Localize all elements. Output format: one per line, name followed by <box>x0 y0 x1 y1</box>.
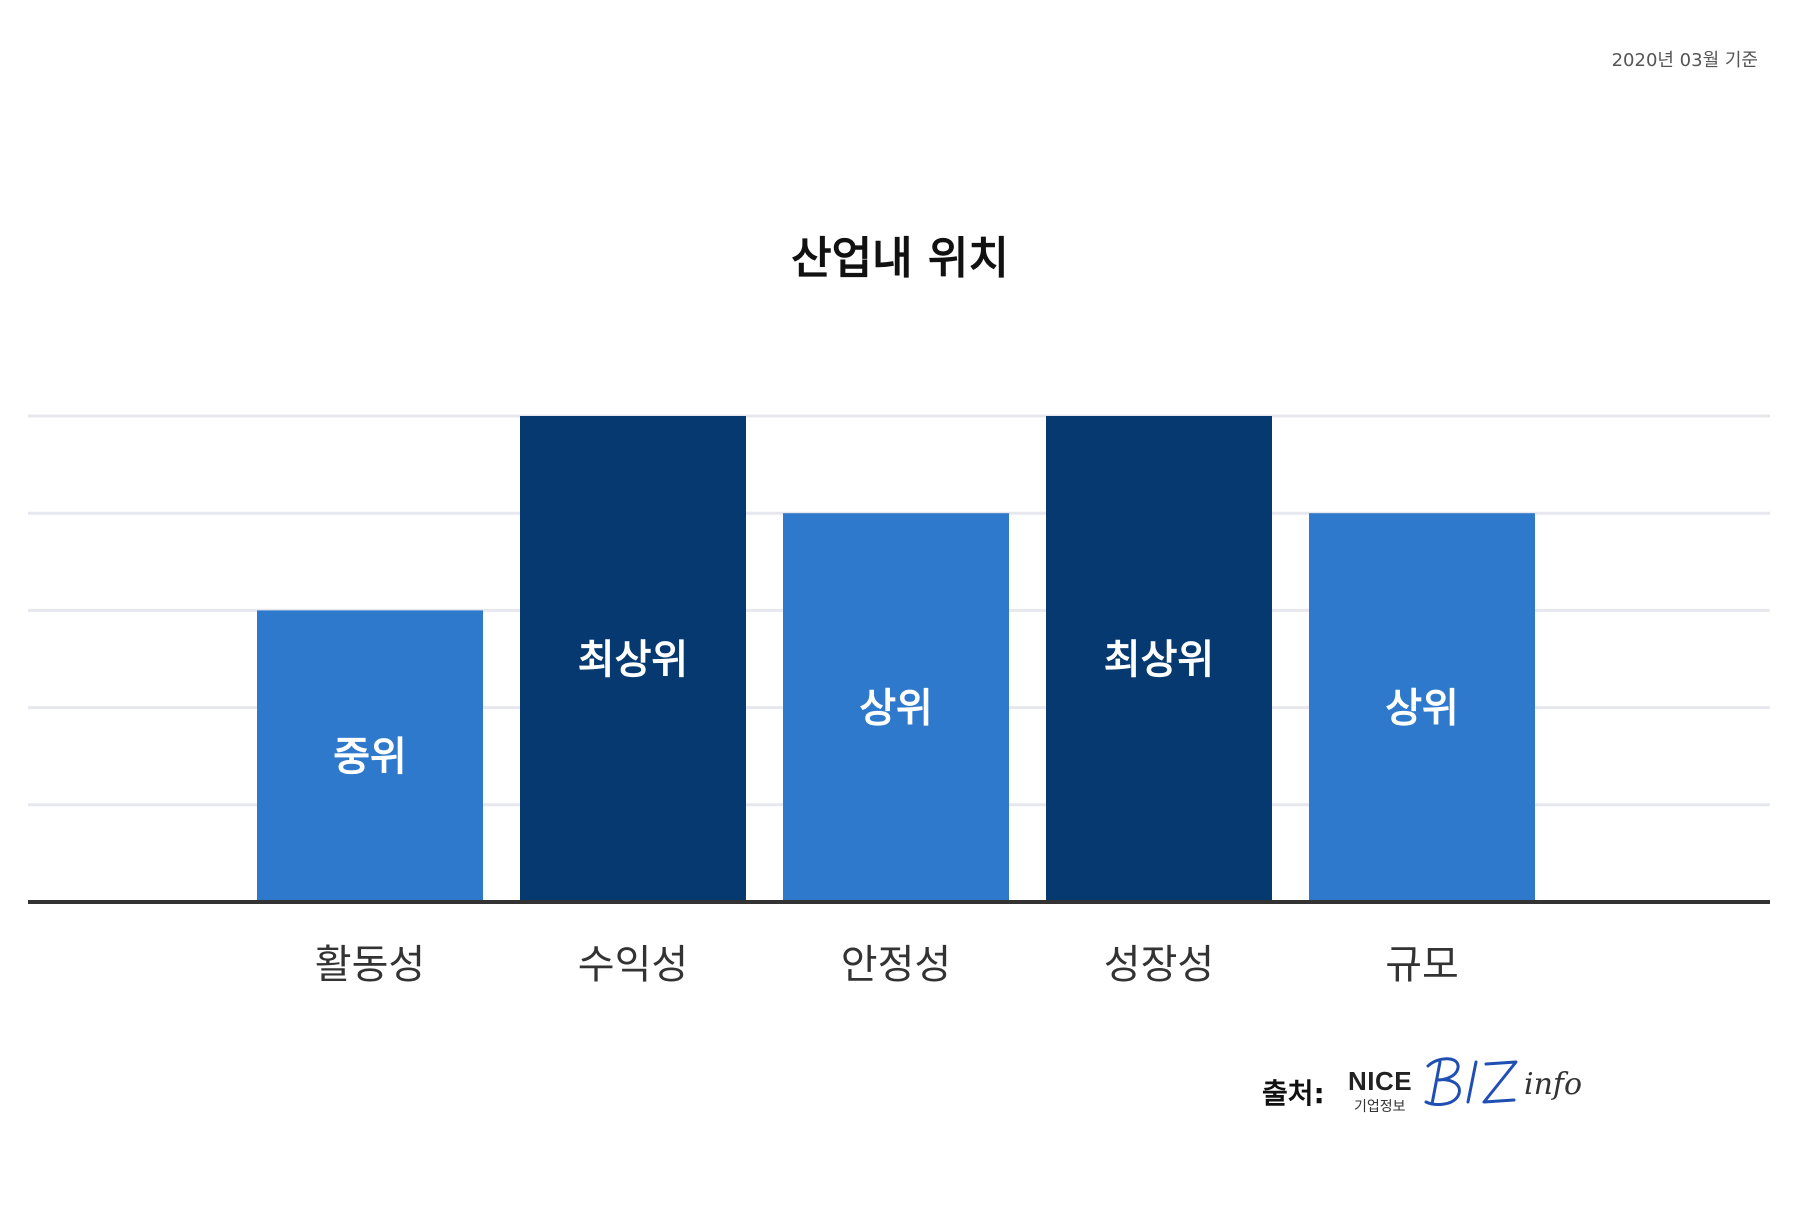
category-label: 규모 <box>1385 942 1459 988</box>
category-label: 안정성 <box>841 942 951 988</box>
source-credit: 출처: NICE 기업정보 info <box>1262 1048 1582 1118</box>
nice-brand-sub: 기업정보 <box>1354 1099 1406 1115</box>
bar-value-label: 중위 <box>333 734 407 780</box>
source-label: 출처: <box>1262 1077 1325 1110</box>
chart-title: 산업내 위치 <box>791 233 1009 284</box>
bar-value-label: 최상위 <box>1104 637 1214 683</box>
nice-brand: NICE <box>1348 1066 1413 1096</box>
bar-value-label: 상위 <box>1385 686 1459 732</box>
date-note: 2020년 03월 기준 <box>1611 50 1758 71</box>
bar-5 <box>1309 513 1535 902</box>
bar-2 <box>520 416 746 902</box>
svg-text:info: info <box>1524 1067 1582 1102</box>
category-label: 수익성 <box>578 942 688 988</box>
category-label: 활동성 <box>315 942 425 988</box>
biz-info-logo: info <box>1424 1057 1582 1106</box>
bar-3 <box>783 513 1009 902</box>
category-label: 성장성 <box>1104 942 1214 988</box>
bar-4 <box>1046 416 1272 902</box>
bar-value-label: 상위 <box>859 686 933 732</box>
bar-value-label: 최상위 <box>578 637 688 683</box>
bar-1 <box>257 610 483 902</box>
